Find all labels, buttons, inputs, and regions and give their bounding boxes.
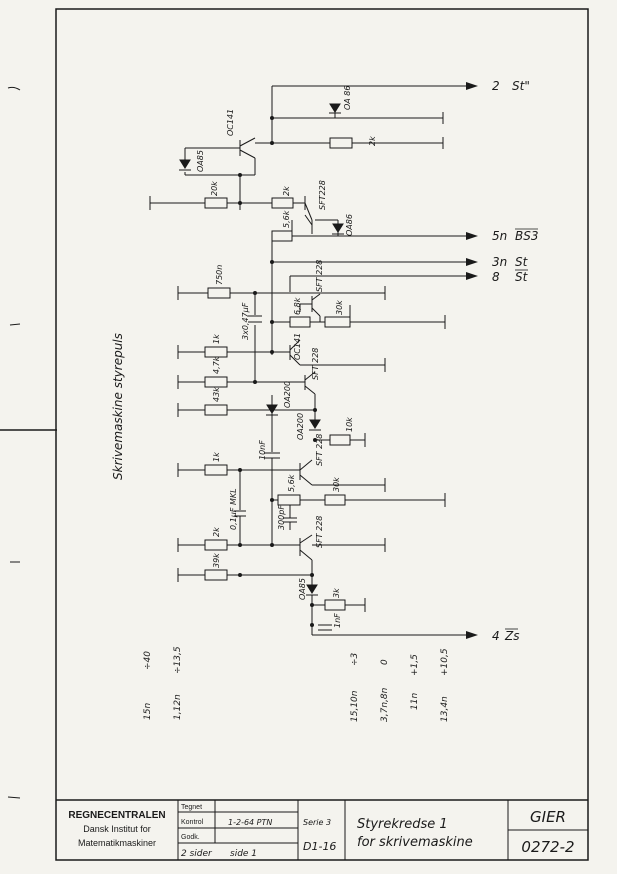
- label-r2k-b: 2k: [282, 186, 291, 196]
- supply-label: +10,5: [440, 648, 450, 676]
- output-signal-label: St: [515, 255, 529, 269]
- label-r1k-b: 1k: [212, 452, 221, 462]
- label-r20k: 20k: [210, 181, 219, 196]
- supply-label: 13,4n: [440, 696, 450, 722]
- label-r43k: 43k: [212, 387, 221, 402]
- label-r47k: 4,7k: [212, 356, 221, 374]
- supply-label: +1,5: [410, 654, 420, 676]
- label-oa85-b: OA85: [298, 578, 307, 600]
- output-pin-label: 4: [492, 629, 500, 643]
- overbars: [505, 228, 538, 630]
- side: side 1: [230, 849, 257, 859]
- supply-label: 0: [380, 659, 390, 665]
- output-signal-label: St": [512, 79, 530, 93]
- project-name: GIER: [530, 808, 566, 826]
- drawing-title-line2: for skrivemaskine: [357, 835, 473, 850]
- supply-label: ÷40: [143, 651, 153, 670]
- supply-label: 11n: [410, 693, 420, 710]
- label-r30k-b: 30k: [332, 477, 341, 492]
- drawing-title-line1: Styrekredse 1: [357, 817, 448, 832]
- label-r30k-a: 30k: [335, 300, 344, 315]
- supply-label: ÷13,5: [173, 646, 183, 674]
- label-r10k: 10k: [345, 417, 354, 432]
- kontrol-value: 1-2-64 PTN: [228, 818, 272, 827]
- label-r56k-b: 5,6k: [287, 474, 296, 492]
- output-signal-label: St: [515, 270, 529, 284]
- label-oa200-b: OA200: [296, 413, 305, 440]
- supply-label: 3,7n,8n: [380, 687, 390, 722]
- label-oc141-top: OC141: [226, 109, 235, 136]
- label-sft228-d: SFT 228: [315, 434, 324, 466]
- label-oa200-a: OA200: [283, 381, 292, 408]
- label-c300pf: 300pF: [277, 505, 286, 530]
- label-r3k: 3k: [332, 588, 341, 598]
- label-r68k: 6,8k: [293, 297, 302, 315]
- output-pin-label: 5n: [492, 229, 507, 243]
- label-c10nf: 10nF: [258, 440, 267, 460]
- label-r2k-c: 2k: [212, 527, 221, 537]
- margin-tick: [7, 796, 21, 799]
- label-oa86-b: OA86: [345, 214, 354, 236]
- margin-tick: [7, 86, 21, 91]
- label-c3x047: 3x0,47µF: [241, 302, 250, 340]
- supply-label: 15,10n: [350, 690, 360, 722]
- label-r56k-top: 5,6k: [282, 210, 291, 228]
- drawing-number: 0272-2: [521, 838, 574, 856]
- company-name: REGNECENTRALEN: [68, 810, 165, 821]
- output-pin-label: 8: [492, 270, 500, 284]
- diodes: [179, 103, 344, 596]
- label-sft228-b: SFT 228: [315, 260, 324, 292]
- label-c01uf: 0,1µF MKL: [229, 488, 238, 530]
- output-signal-label: BS3: [515, 229, 538, 243]
- title-block: [56, 799, 588, 860]
- output-signal-label: Zs: [504, 629, 519, 643]
- output-arrows: [466, 82, 478, 639]
- kontrol-label: Kontrol: [181, 819, 204, 826]
- output-pin-label: 3n: [492, 255, 507, 269]
- sider: 2 sider: [181, 849, 213, 859]
- label-r1k-a: 1k: [212, 334, 221, 344]
- label-oa85-top: OA85: [196, 150, 205, 172]
- supply-label: 15n: [143, 703, 153, 720]
- junctions: [238, 116, 317, 627]
- resistors: [204, 137, 353, 611]
- serie-value: D1-16: [303, 840, 336, 853]
- company-line2: Dansk Institut for: [83, 824, 151, 834]
- supply-label: ÷3: [350, 652, 360, 666]
- margin-tick: [9, 323, 21, 326]
- label-r750: 750n: [215, 265, 224, 285]
- drawing-border: [55, 8, 589, 861]
- label-oa86: OA 86: [343, 86, 352, 111]
- tegnet-label: Tegnet: [181, 804, 202, 811]
- label-sft228-c: SFT 228: [311, 348, 320, 380]
- company-line3: Matematikmaskiner: [78, 838, 156, 848]
- output-pin-label: 2: [492, 79, 500, 93]
- godk-label: Godk.: [181, 834, 200, 841]
- supply-label: 1,12n: [173, 694, 183, 720]
- serie-label: Serie 3: [303, 818, 331, 827]
- label-sft228-top: SFT228: [318, 180, 327, 210]
- side-title: Skrivemaskine styrepuls: [111, 333, 125, 480]
- label-r2k-top: 2k: [368, 136, 377, 146]
- label-c1nf: 1nF: [333, 613, 342, 628]
- label-r39k: 39k: [212, 553, 221, 568]
- label-sft228-e: SFT 228: [315, 516, 324, 548]
- wiring: [149, 85, 470, 636]
- label-oc141-mid: OC141: [293, 333, 302, 360]
